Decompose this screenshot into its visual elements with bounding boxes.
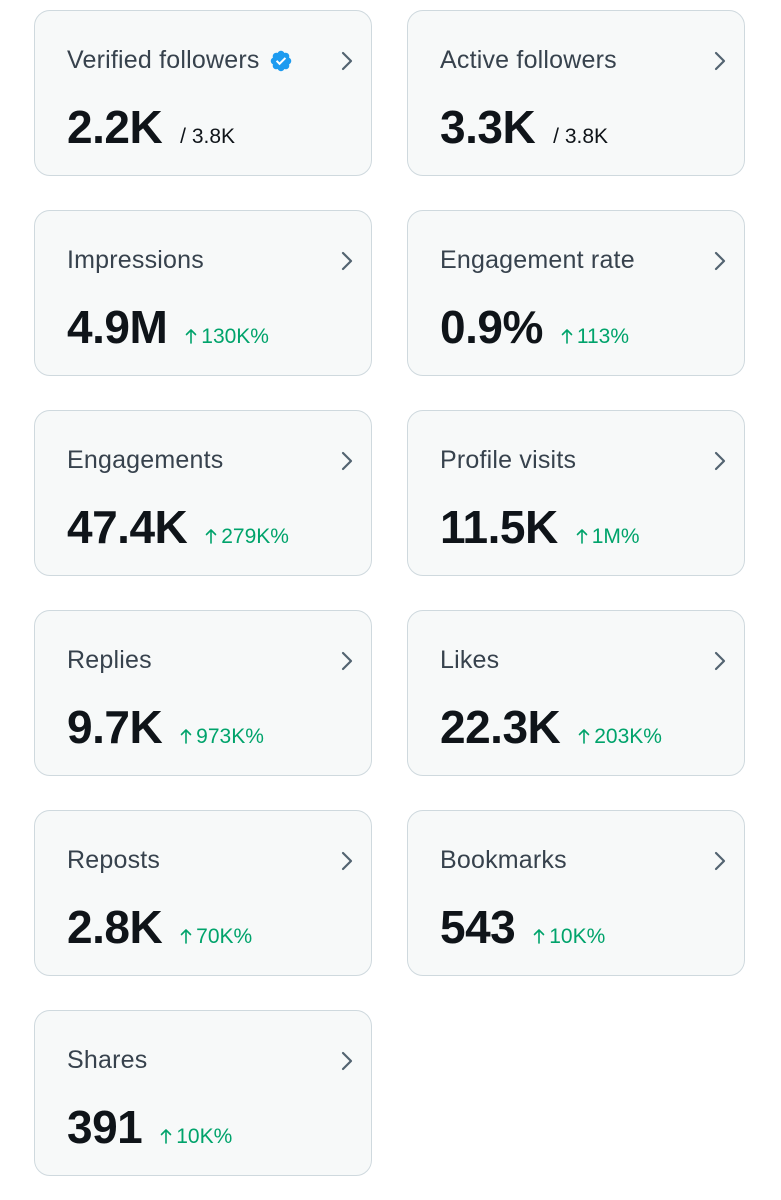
change-indicator: 70K% — [180, 925, 252, 949]
chevron-right-icon[interactable] — [339, 449, 355, 473]
metric-card-reposts[interactable]: Reposts 2.8K 70K% — [34, 810, 372, 976]
arrow-up-icon — [185, 329, 197, 344]
card-value: 2.8K — [67, 901, 163, 953]
metric-card-likes[interactable]: Likes 22.3K 203K% — [407, 610, 745, 776]
change-indicator: 203K% — [578, 725, 662, 749]
change-value: 113% — [576, 325, 630, 348]
chevron-right-icon[interactable] — [339, 49, 355, 73]
chevron-right-icon[interactable] — [712, 249, 728, 273]
change-indicator: 1M% — [576, 525, 640, 549]
chevron-right-icon[interactable] — [712, 449, 728, 473]
arrow-up-icon — [533, 929, 545, 944]
card-title: Replies — [67, 646, 152, 674]
card-title: Active followers — [440, 46, 617, 74]
metric-card-engagement-rate[interactable]: Engagement rate 0.9% 113% — [407, 210, 745, 376]
card-total: / 3.8K — [180, 125, 236, 148]
arrow-up-icon — [205, 529, 217, 544]
arrow-up-icon — [561, 329, 573, 344]
arrow-up-icon — [160, 1129, 172, 1144]
chevron-right-icon[interactable] — [339, 849, 355, 873]
card-total: / 3.8K — [553, 125, 609, 148]
card-title: Profile visits — [440, 446, 577, 474]
card-title: Likes — [440, 646, 500, 674]
metric-card-verified-followers[interactable]: Verified followers 2.2K / 3.8K — [34, 10, 372, 176]
metric-card-replies[interactable]: Replies 9.7K 973K% — [34, 610, 372, 776]
card-value: 9.7K — [67, 701, 163, 753]
chevron-right-icon[interactable] — [712, 49, 728, 73]
metric-card-bookmarks[interactable]: Bookmarks 543 10K% — [407, 810, 745, 976]
change-value: 10K% — [549, 925, 606, 948]
card-value: 3.3K — [440, 101, 536, 153]
card-title: Impressions — [67, 246, 204, 274]
change-value: 10K% — [176, 1125, 233, 1148]
chevron-right-icon[interactable] — [339, 649, 355, 673]
metric-card-engagements[interactable]: Engagements 47.4K 279K% — [34, 410, 372, 576]
change-value: 973K% — [196, 725, 264, 748]
card-title: Reposts — [67, 846, 161, 874]
card-value: 22.3K — [440, 701, 561, 753]
metric-card-impressions[interactable]: Impressions 4.9M 130K% — [34, 210, 372, 376]
card-value: 11.5K — [440, 501, 558, 553]
chevron-right-icon[interactable] — [339, 1049, 355, 1073]
verified-badge-icon — [270, 50, 291, 71]
card-value: 391 — [67, 1101, 143, 1153]
chevron-right-icon[interactable] — [712, 649, 728, 673]
arrow-up-icon — [180, 929, 192, 944]
card-value: 543 — [440, 901, 516, 953]
card-title: Verified followers — [67, 46, 260, 74]
card-value: 47.4K — [67, 501, 188, 553]
arrow-up-icon — [578, 729, 590, 744]
metric-card-profile-visits[interactable]: Profile visits 11.5K 1M% — [407, 410, 745, 576]
metric-card-shares[interactable]: Shares 391 10K% — [34, 1010, 372, 1176]
chevron-right-icon[interactable] — [339, 249, 355, 273]
change-value: 130K% — [201, 325, 269, 348]
card-title: Engagements — [67, 446, 224, 474]
change-indicator: 10K% — [533, 925, 605, 949]
chevron-right-icon[interactable] — [712, 849, 728, 873]
change-indicator: 10K% — [160, 1125, 232, 1149]
card-title: Bookmarks — [440, 846, 567, 874]
change-value: 1M% — [591, 525, 640, 548]
card-title: Shares — [67, 1046, 148, 1074]
change-value: 70K% — [196, 925, 253, 948]
card-title: Engagement rate — [440, 246, 635, 274]
change-indicator: 279K% — [205, 525, 289, 549]
card-value: 2.2K — [67, 101, 163, 153]
arrow-up-icon — [180, 729, 192, 744]
card-value: 0.9% — [440, 301, 543, 353]
metric-card-active-followers[interactable]: Active followers 3.3K / 3.8K — [407, 10, 745, 176]
arrow-up-icon — [576, 529, 588, 544]
change-value: 279K% — [221, 525, 289, 548]
card-value: 4.9M — [67, 301, 168, 353]
change-indicator: 130K% — [185, 325, 269, 349]
change-value: 203K% — [594, 725, 662, 748]
change-indicator: 113% — [561, 325, 629, 349]
change-indicator: 973K% — [180, 725, 264, 749]
